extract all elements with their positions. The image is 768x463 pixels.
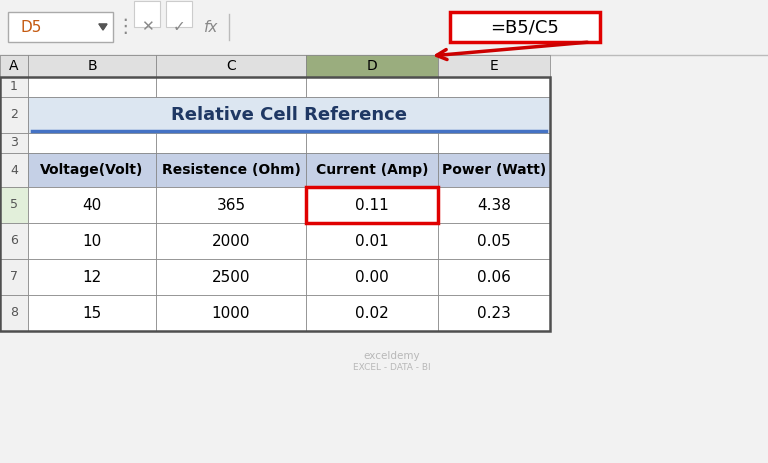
Text: 3: 3 <box>10 137 18 150</box>
Bar <box>306 153 438 187</box>
Bar <box>134 1 160 27</box>
Text: 12: 12 <box>82 269 101 284</box>
Bar <box>166 1 192 27</box>
Text: 0.00: 0.00 <box>355 269 389 284</box>
Text: Power (Watt): Power (Watt) <box>442 163 546 177</box>
Bar <box>8 12 113 42</box>
Text: E: E <box>490 59 498 73</box>
Text: 4: 4 <box>10 163 18 176</box>
Bar <box>306 77 438 97</box>
Bar <box>0 223 28 259</box>
Text: 15: 15 <box>82 306 101 320</box>
Bar <box>438 187 550 223</box>
Bar <box>306 133 438 153</box>
Bar <box>438 295 550 331</box>
Bar <box>306 187 438 223</box>
Text: EXCEL - DATA - BI: EXCEL - DATA - BI <box>353 363 431 373</box>
Text: C: C <box>226 59 236 73</box>
Bar <box>450 12 600 42</box>
Bar <box>0 0 768 55</box>
Bar <box>306 259 438 295</box>
Text: 2000: 2000 <box>212 233 250 249</box>
Text: 0.05: 0.05 <box>477 233 511 249</box>
Text: 0.11: 0.11 <box>355 198 389 213</box>
Bar <box>438 223 550 259</box>
Bar <box>0 187 28 223</box>
Text: 365: 365 <box>217 198 246 213</box>
Bar <box>28 133 156 153</box>
Bar <box>156 153 306 187</box>
Bar <box>156 187 306 223</box>
Bar <box>28 295 156 331</box>
Text: 5: 5 <box>10 199 18 212</box>
Text: B: B <box>88 59 97 73</box>
Bar <box>0 153 28 187</box>
Bar <box>156 55 306 77</box>
Bar <box>438 133 550 153</box>
Bar <box>438 153 550 187</box>
Text: D5: D5 <box>20 19 41 35</box>
Text: 10: 10 <box>82 233 101 249</box>
Text: A: A <box>9 59 18 73</box>
Bar <box>438 55 550 77</box>
Bar <box>28 55 156 77</box>
Bar <box>0 55 28 77</box>
Text: 8: 8 <box>10 307 18 319</box>
Text: Current (Amp): Current (Amp) <box>316 163 429 177</box>
Text: 2: 2 <box>10 108 18 121</box>
Bar <box>306 223 438 259</box>
Bar <box>438 77 550 97</box>
Text: 0.23: 0.23 <box>477 306 511 320</box>
Text: Resistence (Ohm): Resistence (Ohm) <box>161 163 300 177</box>
Text: Relative Cell Reference: Relative Cell Reference <box>171 106 407 124</box>
Bar <box>28 153 156 187</box>
Text: 2500: 2500 <box>212 269 250 284</box>
Bar <box>28 259 156 295</box>
Bar <box>156 77 306 97</box>
Bar <box>28 223 156 259</box>
Text: 1: 1 <box>10 81 18 94</box>
Text: 40: 40 <box>82 198 101 213</box>
Bar <box>0 97 28 133</box>
Bar <box>0 77 28 97</box>
Text: 0.02: 0.02 <box>355 306 389 320</box>
Text: ✓: ✓ <box>173 19 185 35</box>
Bar <box>306 295 438 331</box>
Bar <box>306 187 438 223</box>
Bar <box>156 259 306 295</box>
Text: 4.38: 4.38 <box>477 198 511 213</box>
Bar <box>0 295 28 331</box>
Bar <box>156 133 306 153</box>
Bar <box>28 77 156 97</box>
Text: exceldemy: exceldemy <box>364 351 420 361</box>
Bar <box>28 187 156 223</box>
Bar <box>438 259 550 295</box>
Text: 7: 7 <box>10 270 18 283</box>
Text: 1000: 1000 <box>212 306 250 320</box>
Text: 0.01: 0.01 <box>355 233 389 249</box>
Text: fx: fx <box>204 19 218 35</box>
Polygon shape <box>99 24 107 30</box>
Text: Voltage(Volt): Voltage(Volt) <box>40 163 144 177</box>
Bar <box>0 259 28 295</box>
Bar <box>156 223 306 259</box>
Text: ✕: ✕ <box>141 19 154 35</box>
Text: 6: 6 <box>10 234 18 248</box>
Bar <box>156 295 306 331</box>
Bar <box>306 55 438 77</box>
Text: 0.06: 0.06 <box>477 269 511 284</box>
Bar <box>0 133 28 153</box>
Bar <box>0 77 550 331</box>
Text: D: D <box>366 59 377 73</box>
Text: =B5/C5: =B5/C5 <box>491 18 559 36</box>
Text: ⋮: ⋮ <box>115 18 134 37</box>
Bar <box>28 97 550 133</box>
